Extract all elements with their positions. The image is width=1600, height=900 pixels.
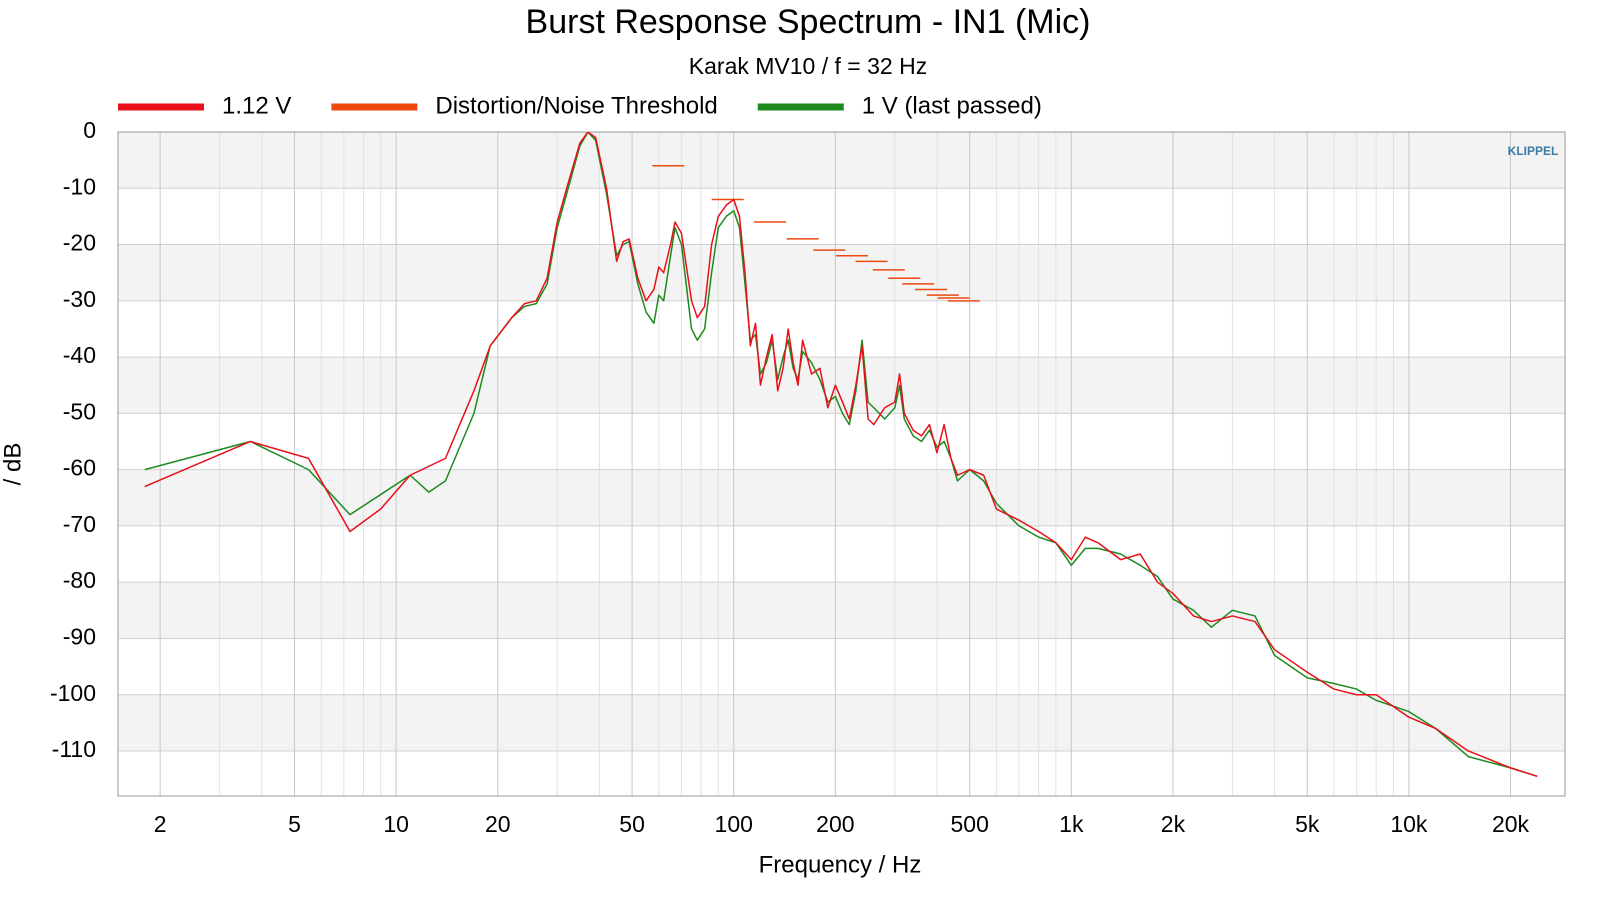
y-tick-label: -60	[63, 455, 96, 481]
y-tick-label: -40	[63, 342, 96, 368]
grid-band	[118, 132, 1565, 189]
legend-label: 1.12 V	[222, 92, 291, 119]
y-tick-label: -20	[63, 230, 96, 256]
x-tick-label: 10	[383, 811, 409, 837]
y-tick-label: 0	[83, 117, 96, 143]
x-tick-label: 5	[288, 811, 301, 837]
series-line	[144, 132, 1538, 778]
y-tick-label: -90	[63, 624, 96, 650]
x-tick-label: 10k	[1390, 811, 1428, 837]
plot-layer	[144, 132, 1538, 778]
logo: KLIPPEL	[1508, 144, 1559, 158]
y-tick-label: -30	[63, 286, 96, 312]
x-tick-label: 20	[485, 811, 511, 837]
chart-subtitle: Karak MV10 / f = 32 Hz	[689, 53, 927, 79]
x-tick-label: 20k	[1492, 811, 1530, 837]
y-tick-label: -10	[63, 173, 96, 199]
x-tick-label: 2	[154, 811, 167, 837]
y-tick-label: -50	[63, 398, 96, 424]
legend-label: 1 V (last passed)	[862, 92, 1042, 119]
x-tick-label: 100	[715, 811, 753, 837]
plot-background	[118, 132, 1565, 796]
y-tick-label: -100	[50, 680, 96, 706]
grid-band	[118, 469, 1565, 526]
x-tick-label: 200	[816, 811, 854, 837]
plot-frame	[117, 131, 1566, 797]
x-tick-label: 50	[619, 811, 645, 837]
x-tick-label: 5k	[1295, 811, 1320, 837]
grid-band	[118, 244, 1565, 301]
y-tick-label: -70	[63, 511, 96, 537]
chart-title: Burst Response Spectrum - IN1 (Mic)	[526, 3, 1091, 41]
y-tick-label: -80	[63, 567, 96, 593]
x-tick-label: 500	[951, 811, 989, 837]
x-tick-label: 1k	[1059, 811, 1084, 837]
grid-band	[118, 357, 1565, 414]
legend-label: Distortion/Noise Threshold	[435, 92, 717, 119]
grid-band	[118, 582, 1565, 639]
x-tick-label: 2k	[1161, 811, 1186, 837]
grid-band	[118, 694, 1565, 751]
x-axis-label: Frequency / Hz	[759, 851, 922, 878]
y-axis-label: / dB	[0, 443, 26, 486]
y-tick-label: -110	[52, 736, 96, 762]
